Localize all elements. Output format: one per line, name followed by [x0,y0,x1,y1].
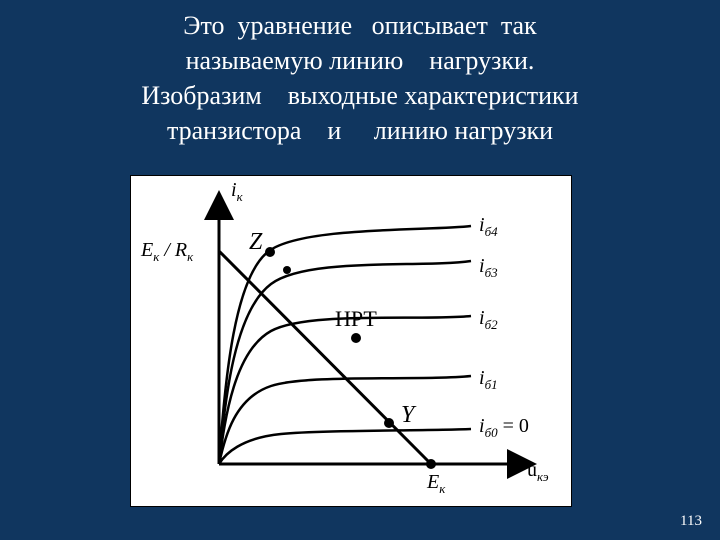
page-number: 113 [680,513,702,530]
svg-text:uкэ: uкэ [527,459,549,484]
caption-line-3: Изобразим выходные характеристики [0,78,720,113]
slide: Это уравнение описывает так называемую л… [0,0,720,540]
svg-text:Eк: Eк [426,471,446,496]
svg-text:Y: Y [401,402,417,428]
svg-text:iб4: iб4 [479,214,498,239]
svg-text:iб2: iб2 [479,307,498,332]
figure-container: iк uкэ Eк / Rк Eк iб4 iб3 iб2 iб1 iб0 = 0 Z НРТ Y [130,175,572,507]
caption-line-2: называемую линию нагрузки. [0,43,720,78]
svg-text:Eк / Rк: Eк / Rк [140,239,194,264]
svg-text:iб3: iб3 [479,255,498,280]
caption-text: Это уравнение описывает так называемую л… [0,8,720,148]
svg-text:iк: iк [231,179,244,204]
svg-text:Z: Z [249,229,263,255]
transistor-chart: iк uкэ Eк / Rк Eк iб4 iб3 iб2 iб1 iб0 = 0 Z НРТ Y [131,176,571,506]
svg-text:iб0 = 0: iб0 = 0 [479,415,529,440]
caption-line-1: Это уравнение описывает так [0,8,720,43]
svg-text:iб1: iб1 [479,367,498,392]
svg-text:НРТ: НРТ [335,306,377,331]
caption-line-4: транзистора и линию нагрузки [0,113,720,148]
